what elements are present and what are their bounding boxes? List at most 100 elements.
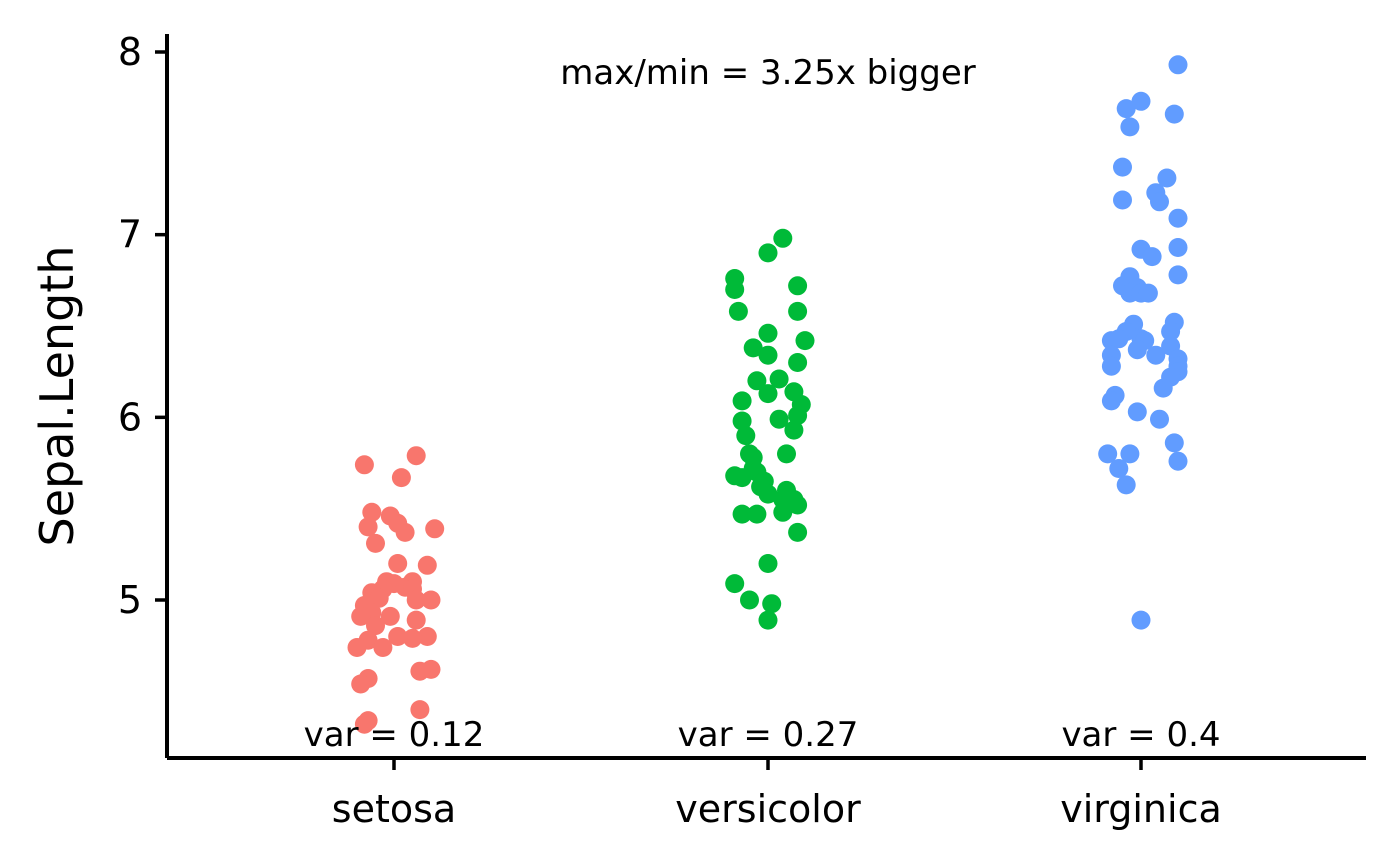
point-setosa-29 xyxy=(417,627,437,646)
point-versicolor-25 xyxy=(777,444,796,464)
point-versicolor-36 xyxy=(788,495,808,515)
point-versicolor-37 xyxy=(732,504,752,524)
point-versicolor-39 xyxy=(773,502,793,522)
point-virginica-46 xyxy=(1168,451,1188,471)
point-versicolor-43 xyxy=(740,590,759,610)
point-versicolor-45 xyxy=(758,610,778,630)
point-virginica-2 xyxy=(1116,99,1136,119)
point-versicolor-18 xyxy=(788,406,808,425)
point-versicolor-11 xyxy=(788,353,808,372)
point-virginica-45 xyxy=(1120,444,1140,464)
point-setosa-27 xyxy=(366,616,385,636)
point-versicolor-8 xyxy=(795,331,815,351)
point-versicolor-38 xyxy=(747,504,767,524)
point-versicolor-20 xyxy=(769,409,789,429)
point-versicolor-4 xyxy=(788,276,808,296)
point-virginica-20 xyxy=(1138,283,1158,303)
point-virginica-41 xyxy=(1127,402,1147,422)
x-tick-label-virginica: virginica xyxy=(1060,787,1222,831)
y-axis-title: Sepal.Length xyxy=(30,246,84,547)
y-tick-label: 5 xyxy=(118,578,142,622)
point-setosa-38 xyxy=(410,700,430,720)
point-versicolor-12 xyxy=(747,371,767,391)
point-setosa-33 xyxy=(347,638,367,657)
variance-label-versicolor: var = 0.27 xyxy=(678,715,859,755)
point-virginica-11 xyxy=(1168,238,1188,257)
point-versicolor-41 xyxy=(758,554,778,573)
point-setosa-25 xyxy=(380,606,400,626)
point-setosa-8 xyxy=(395,522,415,542)
point-virginica-6 xyxy=(1157,168,1177,188)
point-setosa-35 xyxy=(421,659,441,679)
point-setosa-26 xyxy=(406,610,426,630)
point-virginica-26 xyxy=(1101,331,1121,351)
ratio-annotation: max/min = 3.25x bigger xyxy=(560,53,975,93)
point-setosa-1 xyxy=(354,455,374,475)
point-versicolor-15 xyxy=(758,384,778,404)
point-virginica-35 xyxy=(1101,356,1121,376)
point-virginica-42 xyxy=(1150,409,1169,429)
y-tick-label: 8 xyxy=(118,30,142,74)
point-virginica-8 xyxy=(1150,192,1169,212)
point-virginica-40 xyxy=(1101,391,1121,411)
point-virginica-38 xyxy=(1153,378,1173,398)
point-setosa-11 xyxy=(417,555,437,575)
point-setosa-3 xyxy=(362,502,382,522)
points-layer xyxy=(347,55,1188,734)
point-virginica-5 xyxy=(1113,157,1132,177)
point-versicolor-1 xyxy=(758,243,778,263)
point-virginica-43 xyxy=(1164,433,1184,453)
point-virginica-47 xyxy=(1109,459,1129,478)
point-versicolor-19 xyxy=(732,411,752,431)
point-setosa-2 xyxy=(391,468,411,488)
point-versicolor-13 xyxy=(769,369,789,389)
point-virginica-32 xyxy=(1146,345,1166,365)
point-setosa-21 xyxy=(421,590,441,610)
point-versicolor-42 xyxy=(725,574,745,594)
point-setosa-31 xyxy=(403,628,422,648)
point-virginica-4 xyxy=(1120,117,1140,137)
point-setosa-30 xyxy=(388,627,408,646)
point-versicolor-10 xyxy=(758,345,778,365)
point-virginica-1 xyxy=(1131,91,1151,111)
point-versicolor-9 xyxy=(743,338,763,358)
point-setosa-7 xyxy=(425,519,445,539)
point-versicolor-40 xyxy=(788,522,808,542)
point-virginica-0 xyxy=(1168,55,1188,75)
y-tick-label: 6 xyxy=(118,395,142,439)
point-setosa-37 xyxy=(351,674,371,694)
point-setosa-32 xyxy=(373,638,393,657)
y-axis-ticks: 5 6 7 8 xyxy=(118,30,167,622)
point-versicolor-3 xyxy=(725,280,745,299)
variance-label-virginica: var = 0.4 xyxy=(1061,715,1220,755)
point-versicolor-21 xyxy=(784,420,804,440)
point-virginica-30 xyxy=(1127,340,1147,360)
point-setosa-0 xyxy=(406,446,426,466)
point-setosa-9 xyxy=(366,533,385,553)
point-versicolor-44 xyxy=(762,594,782,614)
point-virginica-44 xyxy=(1098,444,1118,464)
point-versicolor-22 xyxy=(736,426,756,446)
x-tick-label-versicolor: versicolor xyxy=(675,787,861,831)
variance-label-setosa: var = 0.12 xyxy=(304,715,485,755)
point-versicolor-7 xyxy=(758,323,778,343)
point-setosa-10 xyxy=(388,554,408,573)
point-versicolor-6 xyxy=(788,301,808,321)
point-setosa-40 xyxy=(354,714,374,734)
point-versicolor-34 xyxy=(758,484,778,504)
point-virginica-13 xyxy=(1142,247,1162,267)
variance-labels: var = 0.12 var = 0.27 var = 0.4 xyxy=(304,715,1221,755)
point-virginica-10 xyxy=(1168,208,1188,228)
x-axis-ticks: setosa versicolor virginica xyxy=(332,758,1222,831)
point-setosa-20 xyxy=(406,590,426,610)
point-setosa-6 xyxy=(358,517,378,537)
point-versicolor-0 xyxy=(773,228,793,248)
point-setosa-24 xyxy=(351,606,371,626)
y-tick-label: 7 xyxy=(118,213,142,257)
point-virginica-9 xyxy=(1113,190,1132,210)
point-versicolor-16 xyxy=(732,391,752,411)
x-tick-label-setosa: setosa xyxy=(332,787,456,831)
point-virginica-14 xyxy=(1168,265,1188,285)
point-virginica-24 xyxy=(1161,322,1181,341)
